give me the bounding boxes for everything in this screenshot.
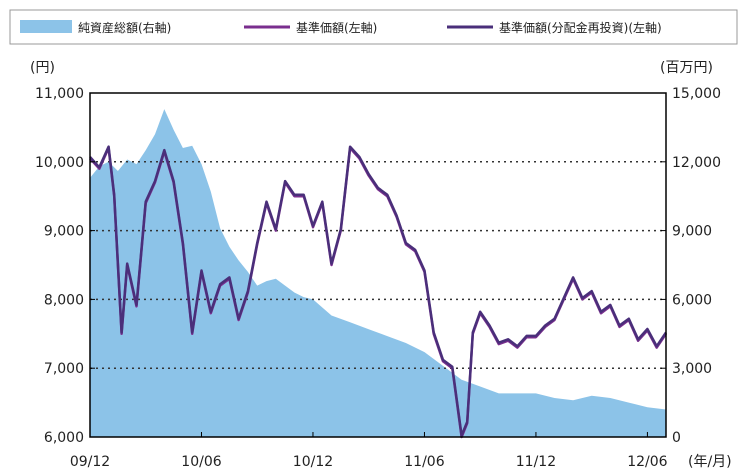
plot-area — [89, 92, 668, 439]
x-tick-label-1: 10/06 — [181, 454, 221, 470]
x-tick-label-4: 11/12 — [516, 454, 556, 470]
series-area-0 — [90, 109, 666, 437]
series-line-2 — [89, 145, 668, 437]
right-tick-label-5: 15,000 — [672, 86, 721, 102]
legend-label-nav-reinvested: 基準価額(分配金再投資)(左軸) — [499, 20, 662, 35]
x-tick-label-2: 10/12 — [293, 454, 333, 470]
left-tick-label-5: 11,000 — [35, 86, 84, 102]
legend-swatch-net-assets — [20, 20, 72, 33]
right-tick-label-3: 9,000 — [672, 224, 712, 240]
x-axis-unit: (年/月) — [688, 454, 732, 470]
legend: 純資産総額(右軸) 基準価額(左軸) 基準価額(分配金再投資)(左軸) — [9, 9, 738, 45]
left-tick-label-1: 7,000 — [44, 361, 84, 377]
left-tick-label-4: 10,000 — [35, 155, 84, 171]
legend-label-nav: 基準価額(左軸) — [296, 20, 377, 35]
legend-label-net-assets: 純資産総額(右軸) — [78, 20, 171, 35]
right-tick-label-2: 6,000 — [672, 292, 712, 308]
x-tick-label-5: 12/06 — [627, 454, 667, 470]
legend-box — [9, 9, 738, 45]
right-tick-label-4: 12,000 — [672, 155, 721, 171]
right-tick-label-0: 0 — [672, 430, 681, 446]
x-tick-label-3: 11/06 — [404, 454, 444, 470]
x-tick-label-0: 09/12 — [70, 454, 110, 470]
left-tick-label-0: 6,000 — [44, 430, 84, 446]
right-axis-unit: (百万円) — [660, 60, 713, 76]
left-tick-label-3: 9,000 — [44, 224, 84, 240]
tick-labels: 6,000 7,000 8,000 9,000 10,000 11,000 0 3,000 6,… — [35, 86, 721, 470]
left-axis-unit: (円) — [30, 60, 55, 76]
left-tick-label-2: 8,000 — [44, 292, 84, 308]
plot-frame — [89, 92, 667, 438]
right-tick-label-1: 3,000 — [672, 361, 712, 377]
